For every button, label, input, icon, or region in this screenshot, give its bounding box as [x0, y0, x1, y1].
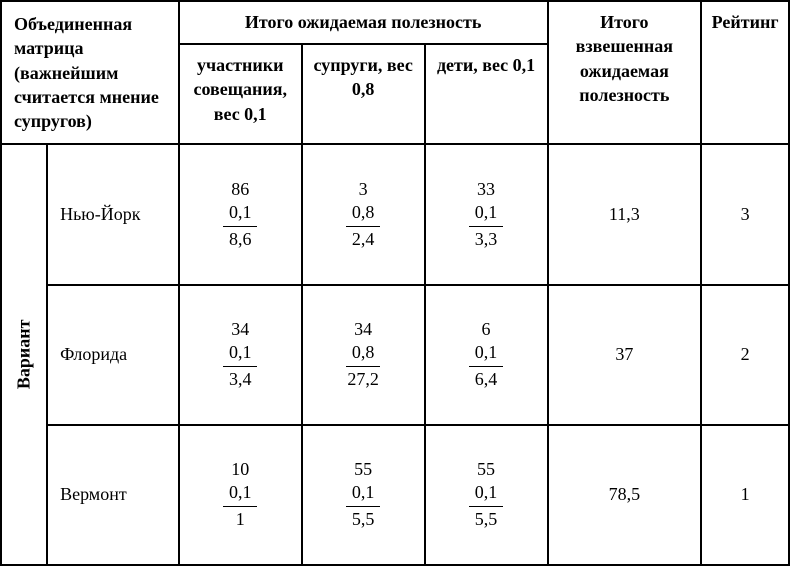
calc-weight: 0,1 — [223, 481, 258, 506]
calc-cell: 30,82,4 — [302, 144, 425, 284]
option-name: Вермонт — [47, 425, 179, 565]
calc-weight: 0,8 — [346, 341, 381, 366]
weighted-total-cell: 37 — [548, 285, 702, 425]
calc-value: 10 — [223, 458, 258, 481]
calc-product: 5,5 — [346, 508, 381, 531]
header-sub-spouses: супруги, вес 0,8 — [302, 44, 425, 144]
calc-cell: 550,15,5 — [302, 425, 425, 565]
calc-product: 5,5 — [469, 508, 504, 531]
calc-cell: 340,827,2 — [302, 285, 425, 425]
rank-cell: 2 — [701, 285, 789, 425]
header-main-title: Объединенная матрица (важнейшим считаетс… — [1, 1, 179, 144]
calc-value: 86 — [223, 178, 258, 201]
option-name: Флорида — [47, 285, 179, 425]
option-name: Нью-Йорк — [47, 144, 179, 284]
table-row: ВариантНью-Йорк860,18,630,82,4330,13,311… — [1, 144, 789, 284]
calc-product: 8,6 — [223, 228, 258, 251]
calc-weight: 0,1 — [223, 341, 258, 366]
weighted-total-cell: 78,5 — [548, 425, 702, 565]
calc-weight: 0,1 — [469, 481, 504, 506]
calc-value: 3 — [346, 178, 381, 201]
table-row: Вермонт100,11550,15,5550,15,578,51 — [1, 425, 789, 565]
calc-product: 3,4 — [223, 368, 258, 391]
rank-cell: 3 — [701, 144, 789, 284]
calc-value: 55 — [469, 458, 504, 481]
calc-weight: 0,1 — [469, 341, 504, 366]
calc-product: 27,2 — [346, 368, 381, 391]
calc-cell: 60,16,4 — [425, 285, 548, 425]
header-ranking: Рейтинг — [701, 1, 789, 144]
calc-weight: 0,8 — [346, 201, 381, 226]
calc-product: 2,4 — [346, 228, 381, 251]
table-row: Флорида340,13,4340,827,260,16,4372 — [1, 285, 789, 425]
calc-value: 34 — [223, 318, 258, 341]
header-sub-children: дети, вес 0,1 — [425, 44, 548, 144]
utility-matrix-table: Объединенная матрица (важнейшим считаетс… — [0, 0, 790, 566]
calc-weight: 0,1 — [346, 481, 381, 506]
calc-value: 34 — [346, 318, 381, 341]
calc-cell: 330,13,3 — [425, 144, 548, 284]
calc-cell: 550,15,5 — [425, 425, 548, 565]
calc-weight: 0,1 — [469, 201, 504, 226]
calc-cell: 340,13,4 — [179, 285, 302, 425]
calc-value: 33 — [469, 178, 504, 201]
calc-product: 3,3 — [469, 228, 504, 251]
calc-product: 6,4 — [469, 368, 504, 391]
calc-value: 55 — [346, 458, 381, 481]
header-utility-group: Итого ожидаемая полезность — [179, 1, 548, 44]
header-sub-participants: участники совещания, вес 0,1 — [179, 44, 302, 144]
calc-weight: 0,1 — [223, 201, 258, 226]
side-label-variant: Вариант — [1, 144, 47, 564]
header-weighted-total: Итого взвешенная ожидаемая полезность — [548, 1, 702, 144]
calc-product: 1 — [223, 508, 258, 531]
calc-cell: 860,18,6 — [179, 144, 302, 284]
calc-cell: 100,11 — [179, 425, 302, 565]
table-body: ВариантНью-Йорк860,18,630,82,4330,13,311… — [1, 144, 789, 564]
calc-value: 6 — [469, 318, 504, 341]
rank-cell: 1 — [701, 425, 789, 565]
weighted-total-cell: 11,3 — [548, 144, 702, 284]
